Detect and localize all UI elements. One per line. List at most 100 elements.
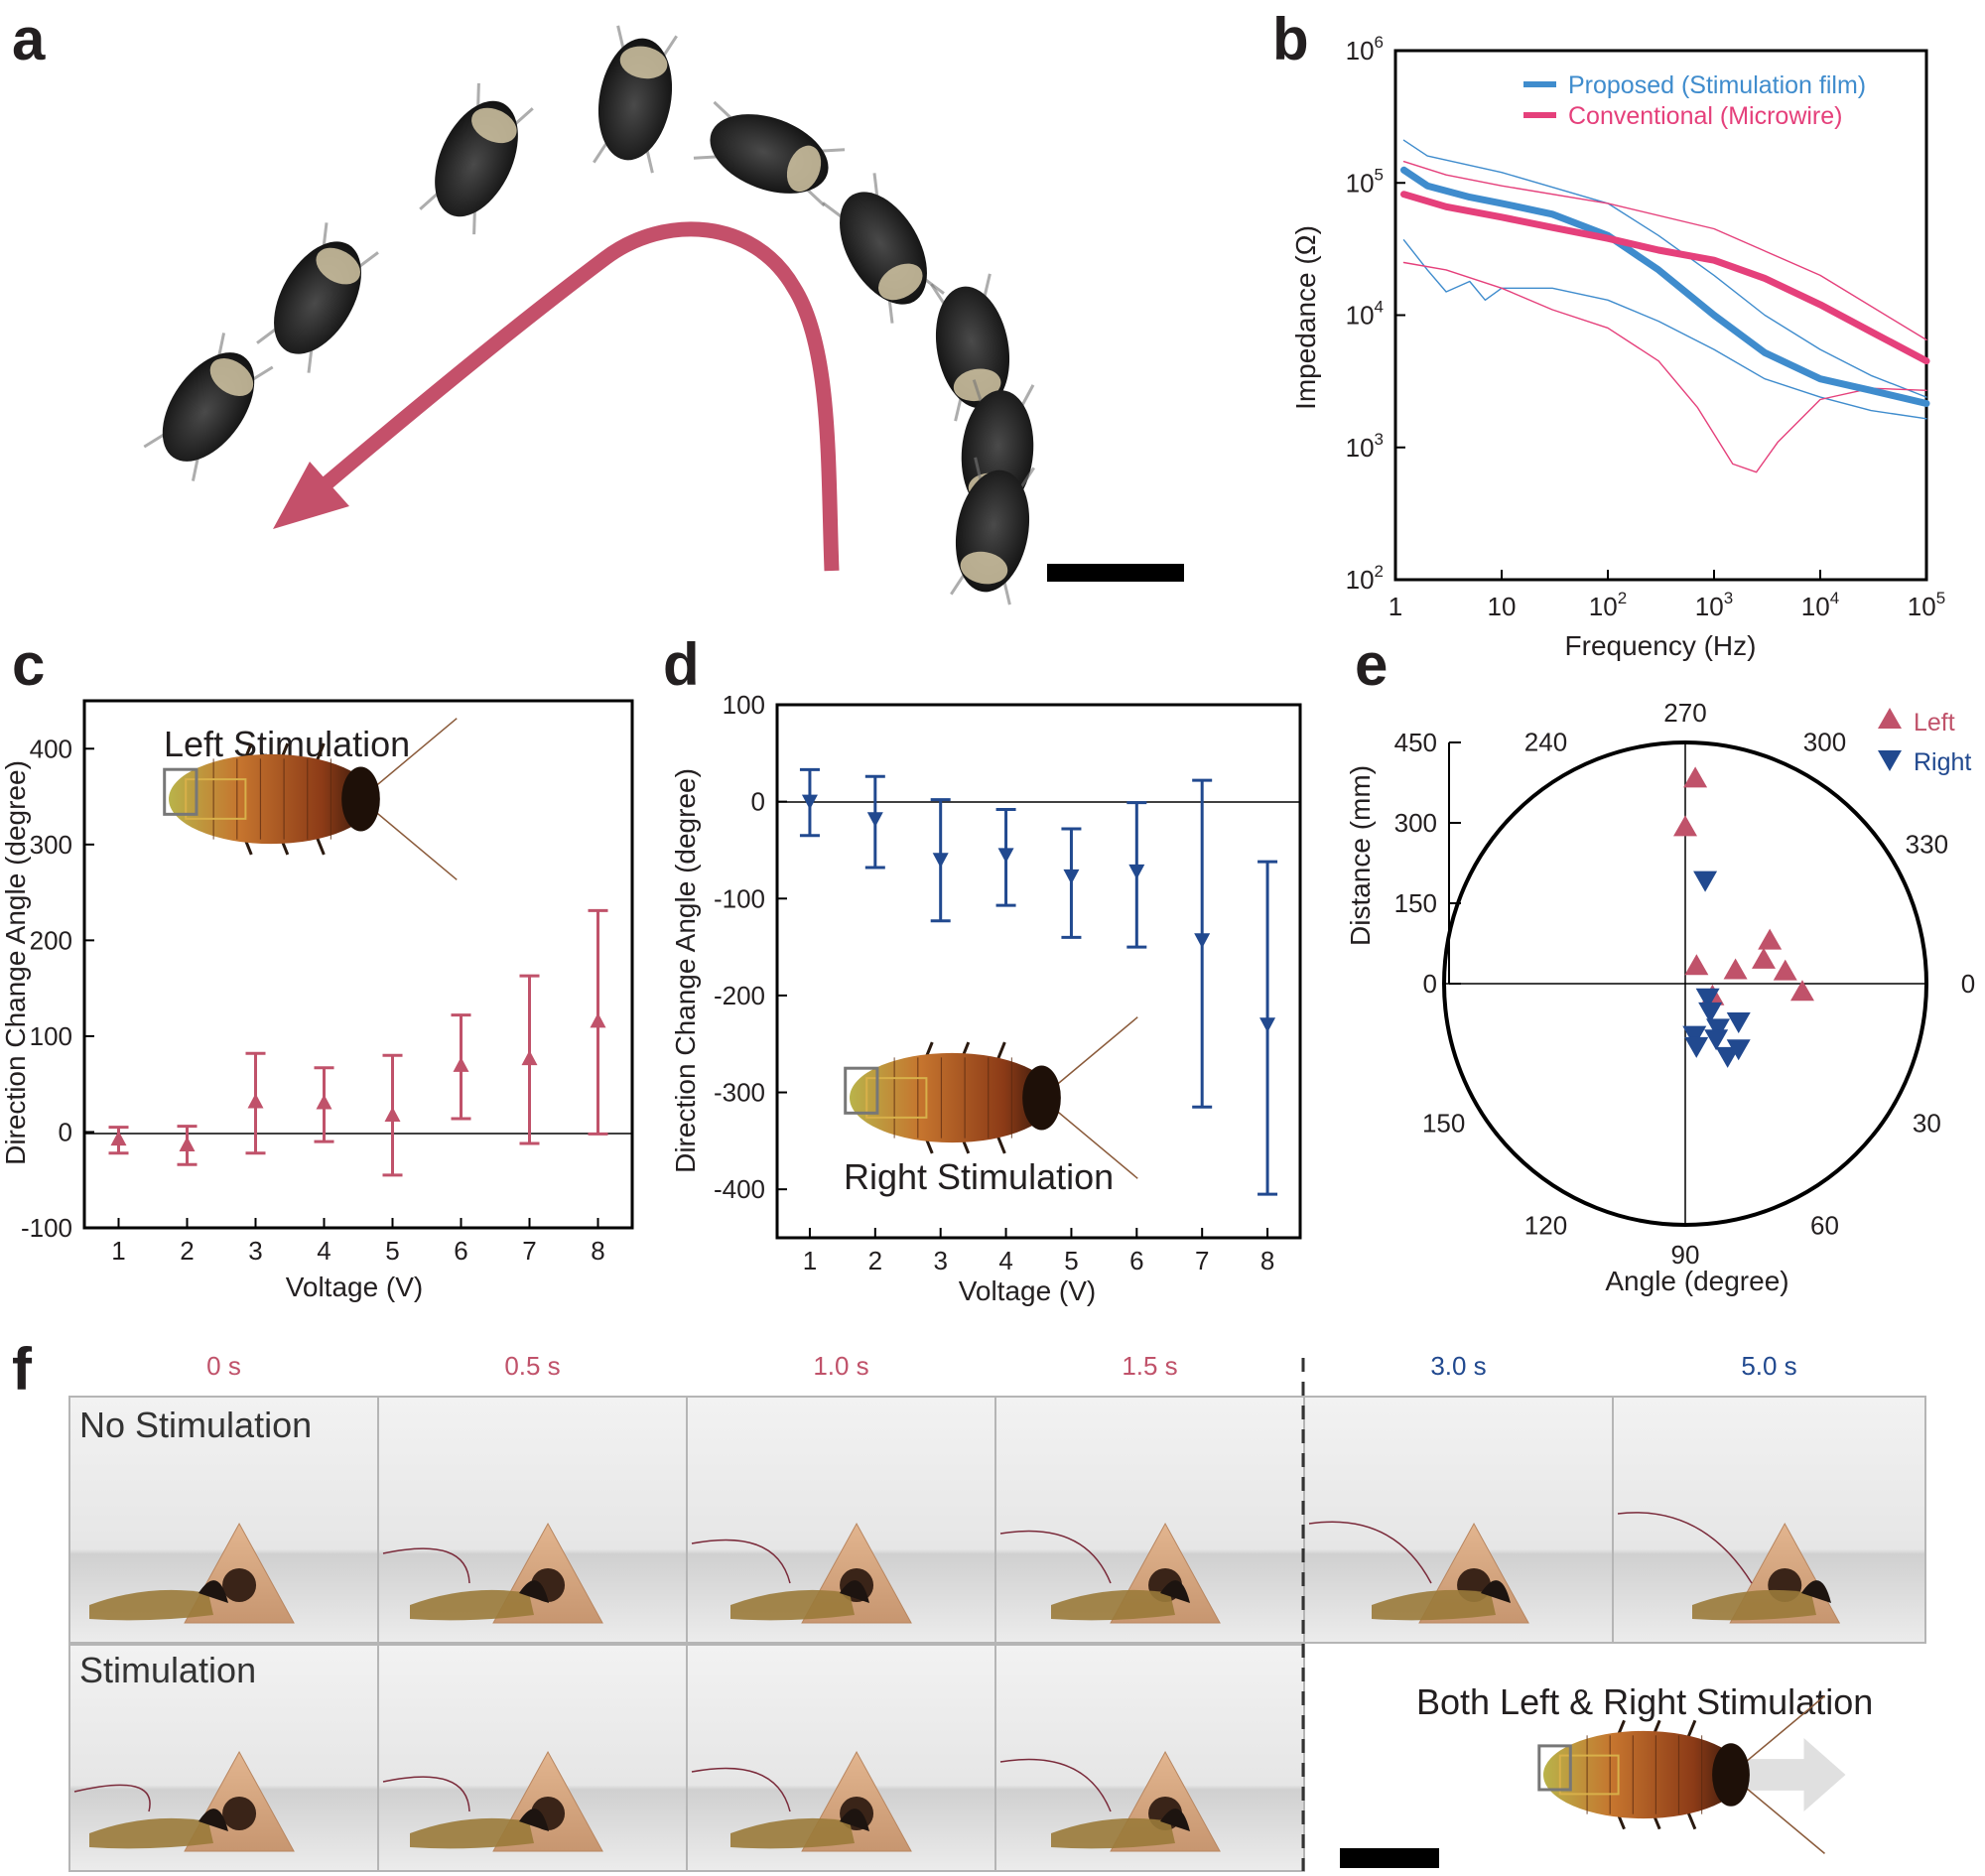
x-tick-label-b-1-base: 10: [1488, 592, 1517, 621]
panel-a-trajectory: [143, 25, 1184, 605]
direction-arrow: [1731, 1737, 1846, 1812]
polar-point-left-8: [1789, 980, 1814, 1002]
legend-left-label: Left: [1914, 709, 1955, 737]
cockroach-0: [143, 333, 274, 481]
angle-label-1: 30: [1913, 1109, 1941, 1139]
y-tick-label-b-2-exp: 4: [1375, 298, 1384, 317]
ticks-c: 1 2 3 4 5 6 7 8 -100 0 100 200 300 400: [21, 734, 605, 1266]
y-tick-label-2-1: 0: [751, 787, 765, 817]
photo-r0-c2: [686, 1396, 996, 1644]
scale-bar-f: [1340, 1848, 1439, 1868]
row-label-stimulation: Stimulation: [79, 1650, 256, 1690]
electrode-box: [1537, 1744, 1572, 1792]
x-tick-label-b-1: 10: [1488, 592, 1517, 621]
time-label-0: 0 s: [206, 1351, 241, 1381]
roach-body: [1543, 1730, 1744, 1819]
cockroach-sequence: [143, 25, 1035, 605]
y-tick-label-2-4: -300: [714, 1078, 765, 1108]
photo-r0-c3: [994, 1396, 1305, 1644]
impedance-line-2: [1402, 239, 1927, 420]
angle-label-7: 270: [1663, 698, 1706, 728]
bug-marking-1: [316, 247, 361, 285]
angle-label-6: 240: [1524, 728, 1567, 757]
data-point-1-4: [384, 1107, 401, 1123]
polar-point-right-3: [1706, 1018, 1731, 1040]
y-tick-label-1-0: -100: [21, 1213, 72, 1243]
panel-e-polar-chart: 0 150 300 450 0 30 60 90 120 150 240 270 300 330 Left…: [1345, 698, 1975, 1296]
marks-d: [799, 767, 1278, 1196]
bug-marking-2: [471, 107, 517, 144]
roach-head-side: [198, 1809, 228, 1831]
y-tick-label-b-1-exp: 3: [1375, 430, 1384, 449]
tether-wire: [1617, 1512, 1753, 1584]
x-tick-label-b-5-exp: 5: [1936, 589, 1945, 607]
cockroach-4: [693, 100, 846, 207]
polar-ticks: 0 150 300 450 0 30 60 90 120 150 240 270 300 330: [1394, 698, 1976, 1270]
y-tick-label-b-2: 104: [1346, 298, 1384, 331]
impedance-line-3: [1400, 191, 1930, 365]
photo-r0-c4: [1303, 1396, 1614, 1644]
cockroach-6: [930, 273, 1015, 422]
x-tick-label-2-3: 4: [998, 1246, 1012, 1275]
x-tick-label-2-6: 7: [1195, 1246, 1209, 1275]
roach-head-side: [198, 1580, 228, 1603]
bug-marking-0: [209, 358, 254, 397]
r-tick-label-3: 450: [1394, 728, 1437, 757]
r-tick-label-2: 300: [1394, 808, 1437, 838]
x-tick-label-2-0: 1: [803, 1246, 817, 1275]
roach-head: [1022, 1065, 1061, 1131]
data-point-2-4: [1063, 869, 1080, 884]
bug-marking-4: [786, 145, 822, 193]
angle-label-5: 150: [1422, 1109, 1465, 1139]
polar-point-left-0: [1683, 766, 1708, 788]
data-point-1-5: [453, 1056, 469, 1072]
bug-marking-3: [619, 46, 668, 79]
x-axis-label-b: Frequency (Hz): [1565, 630, 1757, 661]
legend-left-marker: [1878, 708, 1902, 729]
y-tick-label-b-4-exp: 6: [1375, 33, 1384, 52]
row-label-no-stimulation: No Stimulation: [79, 1405, 312, 1445]
bug-body-5: [840, 192, 927, 305]
time-label-4: 3.0 s: [1430, 1351, 1486, 1381]
polar-point-right-8: [1682, 1025, 1707, 1047]
x-tick-label-b-5-base: 10: [1908, 592, 1936, 621]
roach-illustration-d: [844, 1016, 1138, 1179]
impedance-line-4: [1402, 161, 1927, 341]
roach-head-side: [519, 1809, 549, 1831]
roach-head-side: [840, 1809, 869, 1831]
polar-point-right-9: [1684, 1036, 1709, 1058]
polar-point-right-2: [1698, 1002, 1723, 1023]
roach-side: [730, 1589, 855, 1621]
polar-point-right-0: [1693, 871, 1718, 892]
antenna-upper: [1734, 1695, 1825, 1772]
panel-label-b: b: [1272, 6, 1309, 72]
x-tick-label-b-5: 105: [1908, 589, 1945, 621]
roach-side: [1051, 1589, 1175, 1621]
x-axis-label-d: Voltage (V): [959, 1275, 1097, 1306]
data-point-2-2: [932, 853, 949, 869]
x-tick-label-b-4-exp: 4: [1830, 589, 1839, 607]
plot-frame-c: [82, 699, 634, 1230]
y-tick-label-b-0-base: 10: [1346, 565, 1375, 595]
x-tick-label-1-2: 3: [248, 1236, 262, 1266]
data-point-2-5: [1128, 864, 1145, 879]
impedance-line-0: [1400, 166, 1930, 407]
x-tick-label-b-0: 1: [1389, 592, 1402, 621]
panel-label-d: d: [663, 631, 700, 698]
r-tick-label-1: 150: [1394, 888, 1437, 918]
y-axis-label-d: Direction Change Angle (degree): [670, 768, 701, 1173]
photo-r0-c1: [377, 1396, 688, 1644]
roach-head-side: [1160, 1809, 1190, 1831]
tether-wire: [73, 1784, 151, 1812]
angle-label-9: 330: [1906, 830, 1948, 860]
roach-head: [341, 766, 380, 832]
polar-point-right-4: [1704, 1029, 1729, 1051]
roach-side: [1051, 1817, 1175, 1849]
x-tick-label-b-4: 104: [1801, 589, 1839, 621]
x-tick-label-1-6: 7: [522, 1236, 536, 1266]
photo-r1-c1: [377, 1644, 688, 1872]
polar-point-left-3: [1723, 958, 1748, 980]
impedance-line-1: [1402, 139, 1927, 398]
tether-wire: [382, 1776, 470, 1812]
